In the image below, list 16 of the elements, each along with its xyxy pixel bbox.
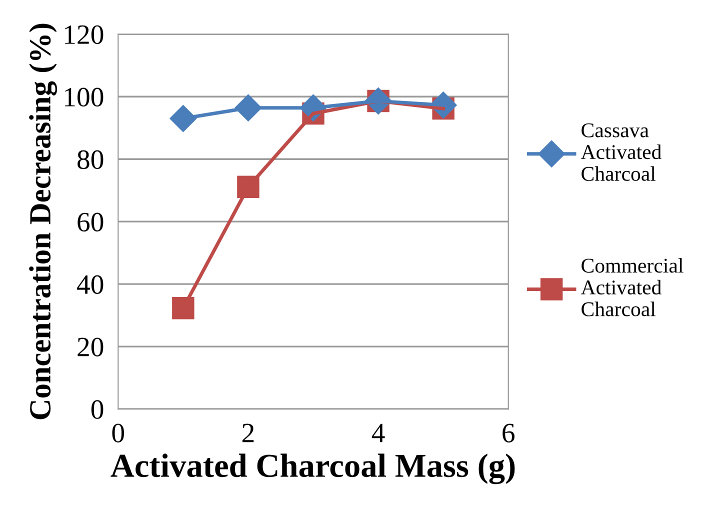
x-tick-label: 2 [242, 424, 254, 442]
y-tick-label: 0 [91, 400, 104, 419]
legend-label: Cassava Activated Charcoal [580, 123, 662, 181]
y-tick-label: 60 [78, 212, 104, 232]
x-tick-label: 0 [112, 424, 124, 442]
y-axis-title: Concentration Decreasing (%) [29, 24, 58, 420]
y-tick-label: 20 [78, 338, 104, 356]
x-tick-label: 6 [502, 424, 514, 442]
x-tick-label: 4 [372, 424, 385, 442]
y-tick-label: 100 [65, 88, 104, 107]
y-tick-label: 120 [65, 25, 104, 44]
y-tick-label: 80 [78, 150, 104, 170]
legend-label: Commercial Activated Charcoal [580, 258, 684, 316]
x-axis-title: Activated Charcoal Mass (g) [110, 454, 515, 484]
y-tick-label: 40 [77, 275, 104, 294]
point [172, 297, 194, 320]
